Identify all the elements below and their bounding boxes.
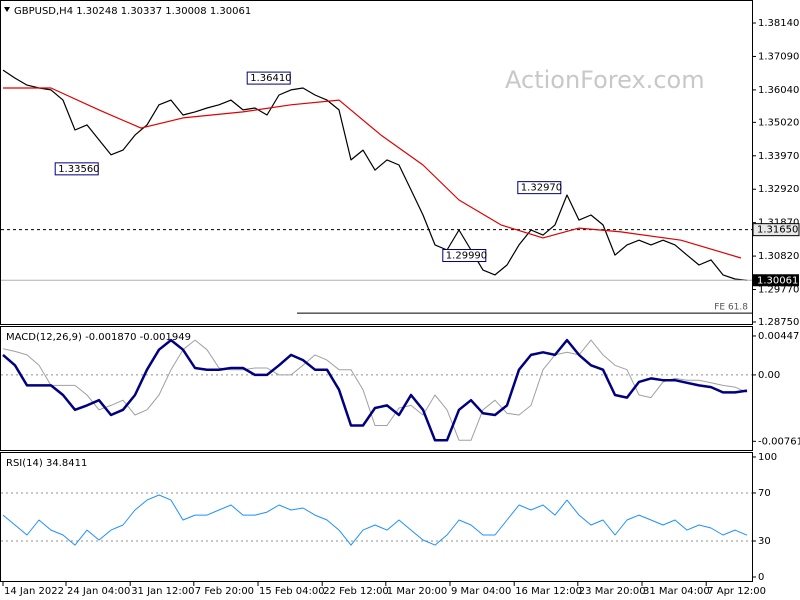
x-tick-label: 1 Mar 20:00 [387,586,447,597]
y-tick-label: 30 [758,536,771,547]
x-tick-label: 15 Feb 04:00 [259,586,325,597]
macd-title: MACD(12,26,9) -0.001870 -0.001949 [6,332,191,343]
x-tick-label: 24 Jan 04:00 [67,586,130,597]
x-tick-label: 9 Mar 04:00 [451,586,511,597]
level-label-box [752,223,800,237]
last-price-label: 1.30061 [757,275,798,286]
annotation-box [442,249,487,263]
y-tick-label: 1.37090 [758,51,799,62]
y-tick-label: 70 [758,488,771,499]
x-tick-label: 23 Mar 20:00 [579,586,646,597]
y-tick-label: 1.32920 [758,184,799,195]
annotation-box [54,162,99,176]
chart-title: GBPUSD,H4 1.30248 1.30337 1.30008 1.3006… [14,6,251,17]
annotation-label: 1.32970 [521,183,562,194]
x-tick-label: 16 Mar 12:00 [515,586,582,597]
x-tick-label: 7 Feb 20:00 [195,586,254,597]
y-tick-label: 1.31870 [758,218,799,229]
y-tick-label: 0.00 [758,370,780,381]
y-tick-label: 100 [758,452,777,463]
y-tick-label: 1.36040 [758,85,799,96]
annotation-box [517,181,562,195]
y-tick-label: 0 [758,572,764,583]
y-tick-label: -0.007617 [758,436,800,447]
annotation-box [246,71,291,85]
annotation-label: 1.29990 [446,251,487,262]
annotation-label: 1.36410 [250,73,291,84]
x-tick-label: 31 Jan 12:00 [131,586,194,597]
x-tick-label: 7 Apr 12:00 [707,586,766,597]
watermark: ActionForex.com [505,66,705,94]
price-panel [0,0,753,325]
y-tick-label: 1.35020 [758,117,799,128]
y-tick-label: 1.38140 [758,18,799,29]
y-tick-label: 1.30820 [758,251,799,262]
y-tick-label: 1.33970 [758,151,799,162]
annotation-label: 1.33560 [58,164,99,175]
last-price-box [753,274,799,287]
macd-panel [0,326,753,451]
series-line [2,69,748,281]
x-tick-label: 31 Mar 04:00 [643,586,710,597]
x-tick-label: 14 Jan 2022 [4,586,64,597]
title-icon [4,7,10,12]
fe-label: FE 61.8 [714,303,748,313]
level-label: 1.31650 [757,225,798,236]
rsi-panel [0,452,753,582]
x-tick-label: 22 Feb 12:00 [323,586,389,597]
y-tick-label: 0.004471 [758,331,800,342]
series-line [2,494,748,546]
series-line [2,338,748,442]
y-tick-label: 1.28750 [758,317,799,328]
rsi-title: RSI(14) 34.8411 [6,458,87,469]
series-line [3,87,742,259]
y-tick-label: 1.29770 [758,285,799,296]
